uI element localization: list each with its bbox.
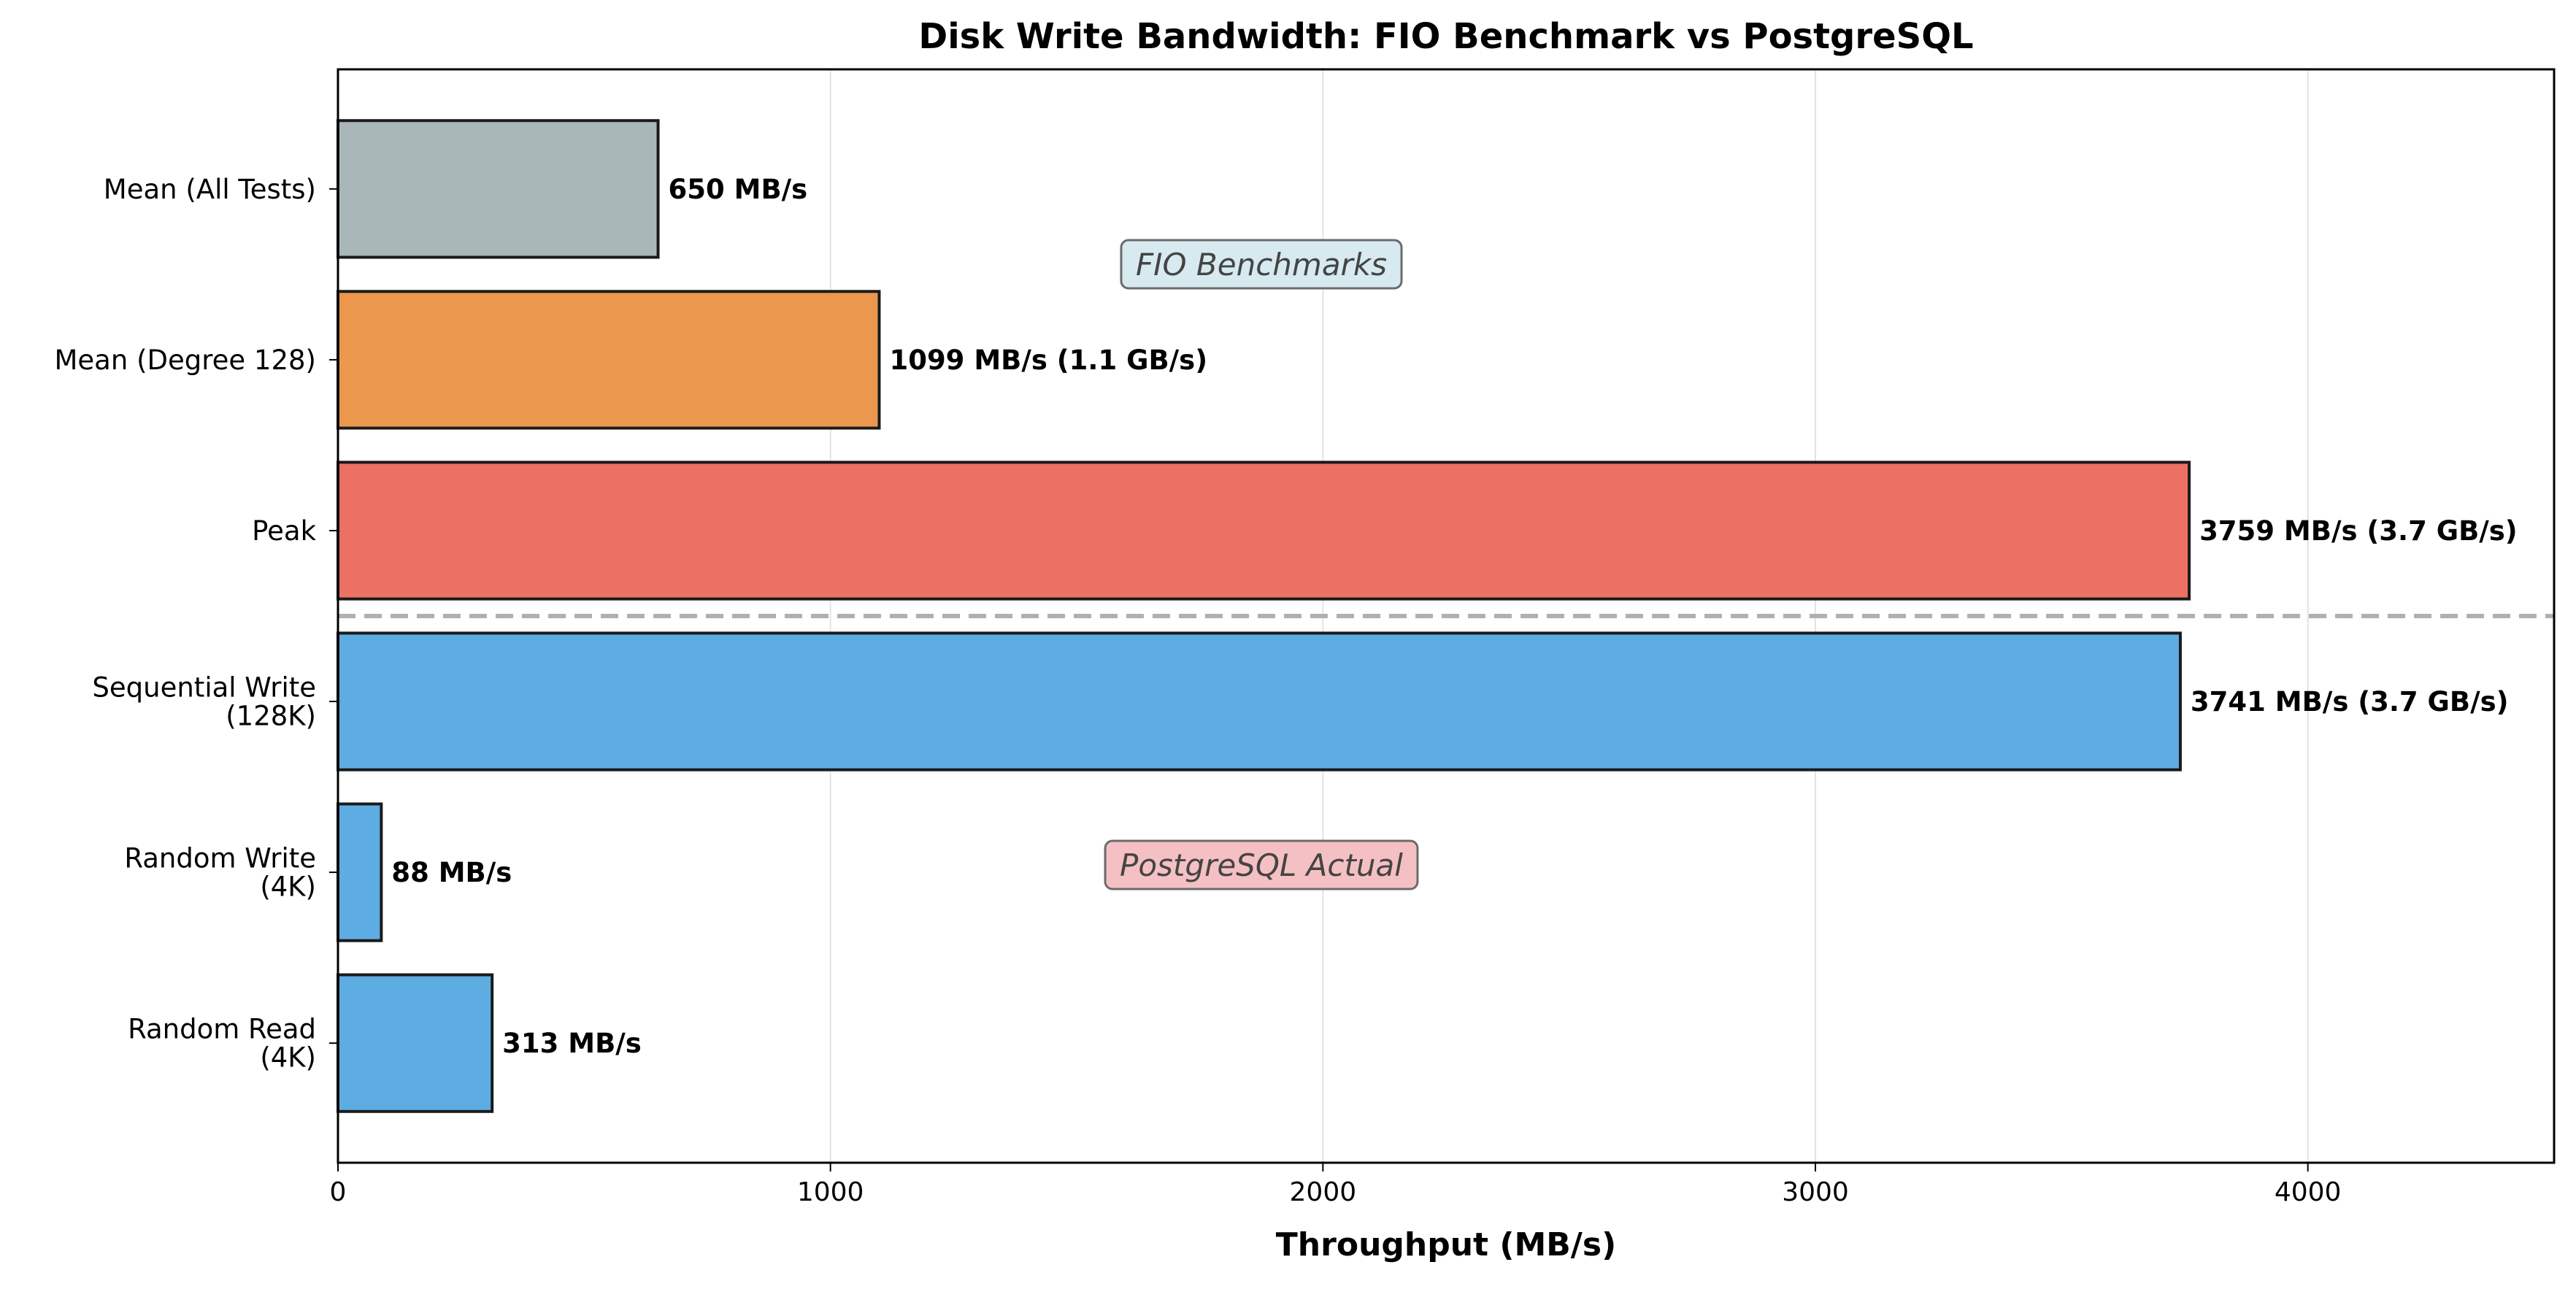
bar-value-label: 3741 MB/s (3.7 GB/s) bbox=[2191, 686, 2509, 717]
x-tick-label: 4000 bbox=[2275, 1177, 2342, 1207]
x-tick-label: 2000 bbox=[1290, 1177, 1357, 1207]
bar bbox=[337, 973, 494, 1113]
bar-value-label: 1099 MB/s (1.1 GB/s) bbox=[889, 345, 1207, 376]
bar bbox=[337, 631, 2182, 772]
y-tick-label: Random Write (4K) bbox=[124, 843, 316, 903]
annotation-layer: FIO Benchmarks PostgreSQL Actual bbox=[338, 239, 2554, 890]
bar-value-label: 313 MB/s bbox=[502, 1028, 642, 1059]
axis-layer: 0 1000 2000 3000 4000 Mean (All Tests) Mean (D… bbox=[55, 174, 2342, 1207]
group-annotation-label: FIO Benchmarks bbox=[1136, 247, 1387, 282]
group-annotation-label: PostgreSQL Actual bbox=[1120, 847, 1403, 883]
bars-layer: 650 MB/s 1099 MB/s (1.1 GB/s) 3759 MB/s (3… bbox=[337, 119, 2518, 1113]
bar-value-label: 650 MB/s bbox=[669, 174, 808, 205]
bar-value-label: 3759 MB/s (3.7 GB/s) bbox=[2199, 515, 2518, 547]
bar bbox=[337, 802, 383, 942]
x-tick-label: 1000 bbox=[797, 1177, 864, 1207]
bar-value-label: 88 MB/s bbox=[391, 857, 512, 888]
chart-title: Disk Write Bandwidth: FIO Benchmark vs P… bbox=[918, 16, 1973, 57]
y-tick-label: Mean (All Tests) bbox=[104, 174, 316, 205]
y-tick-label: Sequential Write (128K) bbox=[92, 672, 316, 732]
bar bbox=[337, 119, 660, 259]
x-tick-label: 0 bbox=[330, 1177, 347, 1207]
bar bbox=[337, 461, 2191, 601]
bar bbox=[337, 290, 881, 430]
x-axis-title: Throughput (MB/s) bbox=[1276, 1226, 1616, 1263]
y-tick-label: Random Read (4K) bbox=[128, 1014, 316, 1074]
y-tick-label: Peak bbox=[252, 515, 316, 547]
y-tick-label: Mean (Degree 128) bbox=[55, 345, 317, 376]
group-annotation-box bbox=[1104, 839, 1419, 890]
group-annotation-box bbox=[1120, 239, 1403, 290]
plot-frame bbox=[337, 68, 2556, 1164]
x-tick-label: 3000 bbox=[1782, 1177, 1849, 1207]
